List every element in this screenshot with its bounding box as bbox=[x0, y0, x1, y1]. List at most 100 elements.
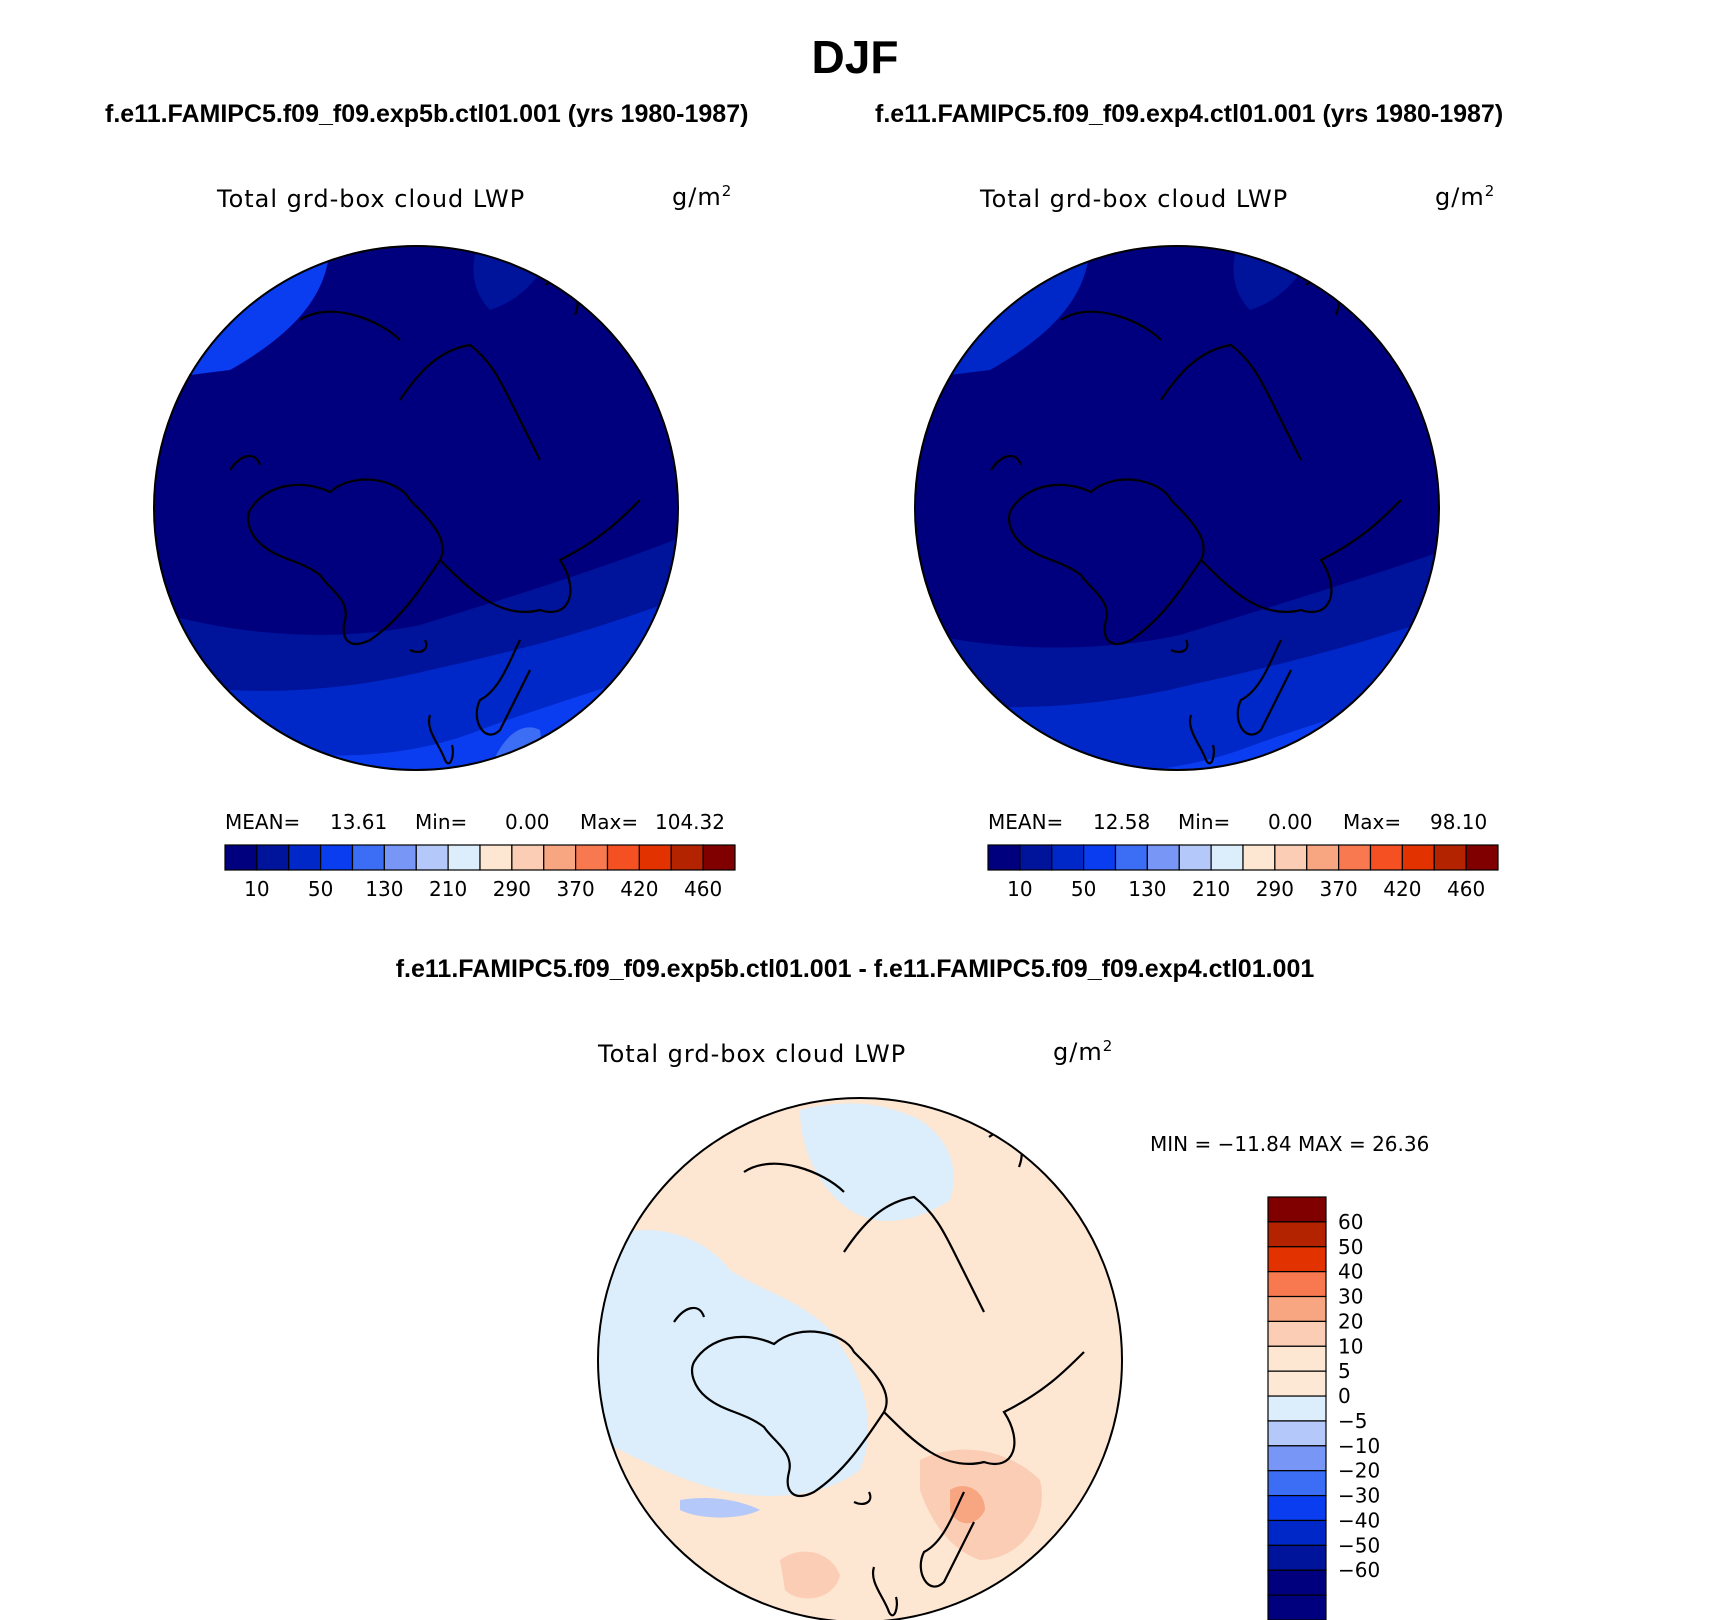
plot2-colorbar-box bbox=[1146, 844, 1180, 871]
plot3-stats: MIN = −11.84 MAX = 26.36 bbox=[1150, 1132, 1430, 1156]
plot1-colorbar-label: 460 bbox=[684, 877, 722, 901]
plot1-colorbar-box bbox=[256, 844, 290, 871]
plot3-colorbar-box bbox=[1267, 1519, 1327, 1546]
plot3-colorbar-box bbox=[1267, 1544, 1327, 1571]
plot1-colorbar-label: 290 bbox=[493, 877, 531, 901]
plot3-colorbar-box bbox=[1267, 1345, 1327, 1372]
plot1-units-label: g/m2 bbox=[672, 182, 733, 211]
plot2-colorbar-box bbox=[1401, 844, 1435, 871]
plot3-colorbar-label: 0 bbox=[1338, 1384, 1351, 1408]
plot2-colorbar-box bbox=[1306, 844, 1340, 871]
plot1-colorbar-label: 10 bbox=[244, 877, 269, 901]
plot2-max-value: 98.10 bbox=[1430, 810, 1488, 834]
plot1-colorbar-box bbox=[511, 844, 545, 871]
plot2-colorbar-box bbox=[1019, 844, 1053, 871]
plot1-colorbar-box bbox=[351, 844, 385, 871]
plot1-min-label: Min= bbox=[415, 810, 468, 834]
plot2-colorbar-label: 460 bbox=[1447, 877, 1485, 901]
plot3-colorbar-label: 50 bbox=[1338, 1235, 1363, 1259]
plot3-colorbar-label: −50 bbox=[1338, 1533, 1380, 1557]
plot2-colorbar: 10 50 130 210 290 370 420 460 bbox=[987, 844, 1499, 901]
plot3-field-neg3 bbox=[680, 1498, 760, 1518]
plot2-colorbar-label: 10 bbox=[1007, 877, 1032, 901]
plot3-colorbar-box bbox=[1267, 1569, 1327, 1596]
plot1-colorbar-box bbox=[575, 844, 609, 871]
plot3-colorbar-label: −40 bbox=[1338, 1508, 1380, 1532]
plot1-colorbar-box bbox=[543, 844, 577, 871]
diff-title: f.e11.FAMIPC5.f09_f09.exp5b.ctl01.001 - … bbox=[395, 955, 1315, 983]
plot1-colorbar-box bbox=[288, 844, 322, 871]
plot3-colorbar-label: 10 bbox=[1338, 1334, 1363, 1358]
plot2-coastlines bbox=[990, 278, 1402, 765]
plot3-colorbar-box bbox=[1267, 1395, 1327, 1422]
plot2-colorbar-box bbox=[1114, 844, 1148, 871]
plot1-min-value: 0.00 bbox=[505, 810, 550, 834]
plot3-map bbox=[597, 1097, 1123, 1620]
plot3-colorbar-label: −20 bbox=[1338, 1459, 1380, 1483]
plot2-colorbar-box bbox=[1178, 844, 1212, 871]
plot2-colorbar-box bbox=[1338, 844, 1372, 871]
plot2-mean-value: 12.58 bbox=[1093, 810, 1151, 834]
plot3-colorbar-label: 60 bbox=[1338, 1210, 1363, 1234]
plot2-colorbar-label: 370 bbox=[1320, 877, 1358, 901]
plot2-mean-label: MEAN= bbox=[988, 810, 1064, 834]
plot3-colorbar-box bbox=[1267, 1470, 1327, 1497]
plot3-colorbar-box bbox=[1267, 1196, 1327, 1223]
plot1-colorbar-box bbox=[383, 844, 417, 871]
plot1-stats: MEAN= 13.61 Min= 0.00 Max= 104.32 bbox=[225, 810, 745, 836]
plot3-colorbar-box bbox=[1267, 1246, 1327, 1273]
plot3-colorbar-box bbox=[1267, 1420, 1327, 1447]
plot3-colorbar-box bbox=[1267, 1221, 1327, 1248]
plot3-colorbar-box bbox=[1267, 1320, 1327, 1347]
plot2-colorbar-label: 290 bbox=[1256, 877, 1294, 901]
plot3-colorbar-label: 40 bbox=[1338, 1260, 1363, 1284]
plot3-field-pos3 bbox=[950, 1486, 985, 1524]
plot3-colorbar-box bbox=[1267, 1445, 1327, 1472]
plot2-colorbar-box bbox=[1433, 844, 1467, 871]
plot1-colorbar-label: 50 bbox=[308, 877, 333, 901]
plot2-colorbar-label: 210 bbox=[1192, 877, 1230, 901]
plot3-colorbar-label: −10 bbox=[1338, 1434, 1380, 1458]
plot1-coastlines bbox=[229, 278, 641, 765]
plot2-colorbar-box bbox=[987, 844, 1021, 871]
plot2-colorbar-label: 420 bbox=[1383, 877, 1421, 901]
plot1-colorbar-label: 130 bbox=[365, 877, 403, 901]
plot2-units-label: g/m2 bbox=[1435, 182, 1496, 211]
plot1-map bbox=[153, 245, 679, 771]
plot1-colorbar-box bbox=[479, 844, 513, 871]
plot1-colorbar-box bbox=[447, 844, 481, 871]
plot2-min-label: Min= bbox=[1178, 810, 1231, 834]
plot2-map bbox=[914, 245, 1440, 771]
plot3-units-label: g/m2 bbox=[1053, 1037, 1114, 1066]
plot1-colorbar-label: 210 bbox=[429, 877, 467, 901]
plot1-mean-label: MEAN= bbox=[225, 810, 301, 834]
plot3-frame bbox=[597, 1097, 1123, 1620]
plot3-colorbar-box bbox=[1267, 1594, 1327, 1620]
plot1-colorbar-label: 370 bbox=[557, 877, 595, 901]
plot2-colorbar-label: 130 bbox=[1128, 877, 1166, 901]
plot1-colorbar-box bbox=[224, 844, 258, 871]
plot1-colorbar: 10 50 130 210 290 370 420 460 bbox=[224, 844, 736, 901]
plot2-frame bbox=[914, 245, 1440, 771]
plot1-colorbar-box bbox=[415, 844, 449, 871]
plot2-colorbar-box bbox=[1083, 844, 1117, 871]
plot3-colorbar-label: −60 bbox=[1338, 1558, 1380, 1582]
plot1-max-label: Max= bbox=[580, 810, 639, 834]
plot1-colorbar-box bbox=[702, 844, 736, 871]
plot3-colorbar-label: 30 bbox=[1338, 1285, 1363, 1309]
plot2-colorbar-box bbox=[1369, 844, 1403, 871]
plot3-colorbar-box bbox=[1267, 1494, 1327, 1522]
page-title: DJF bbox=[811, 31, 899, 83]
plot3-variable-label: Total grd-box cloud LWP bbox=[598, 1040, 907, 1068]
plot2-colorbar-box bbox=[1210, 844, 1244, 871]
plot1-colorbar-box bbox=[638, 844, 672, 871]
plot3-field-neg1 bbox=[600, 1230, 869, 1496]
plot2-variable-label: Total grd-box cloud LWP bbox=[980, 185, 1289, 213]
plot3-colorbar-box bbox=[1267, 1271, 1327, 1298]
plot2-colorbar-label: 50 bbox=[1071, 877, 1096, 901]
case2-title: f.e11.FAMIPC5.f09_f09.exp4.ctl01.001 (yr… bbox=[875, 100, 1504, 128]
plot1-frame bbox=[153, 245, 679, 771]
plot2-colorbar-box bbox=[1465, 844, 1499, 871]
